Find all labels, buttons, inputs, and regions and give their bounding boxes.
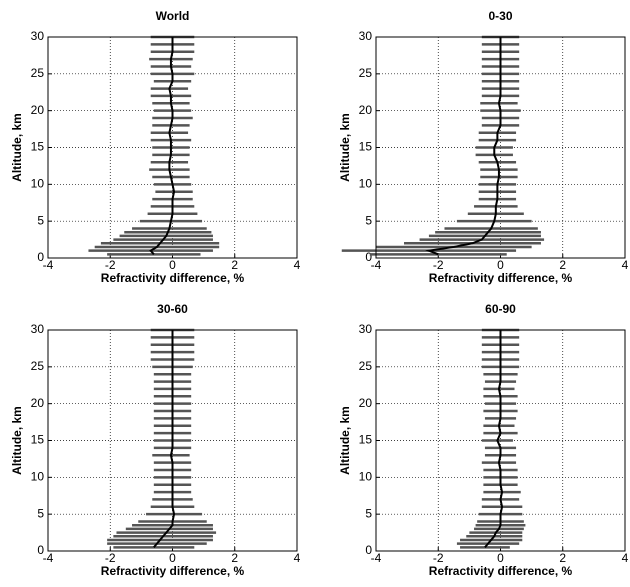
y-tick-label: 5 (37, 213, 44, 227)
x-axis-label: Refractivity difference, % (101, 271, 245, 285)
x-tick-label: -2 (105, 551, 116, 565)
x-tick-label: 2 (231, 551, 238, 565)
y-axis-label: Altitude, km (10, 406, 24, 475)
y-tick-label: 15 (31, 433, 45, 447)
x-tick-label: 2 (231, 258, 238, 272)
plot-frame (375, 36, 626, 259)
plot-frame (375, 329, 626, 552)
y-tick-label: 20 (31, 396, 45, 410)
y-tick-label: 10 (359, 470, 373, 484)
x-tick-label: 0 (497, 551, 504, 565)
y-tick-label: 25 (359, 359, 373, 373)
y-tick-label: 25 (31, 66, 45, 80)
y-axis-label: Altitude, km (338, 406, 352, 475)
x-tick-label: 4 (294, 258, 301, 272)
y-tick-label: 15 (359, 140, 373, 154)
plot-frame (47, 329, 298, 552)
y-tick-label: 10 (31, 177, 45, 191)
x-tick-label: -4 (371, 258, 382, 272)
mean-line (484, 330, 504, 548)
y-tick-label: 25 (359, 66, 373, 80)
x-tick-label: 2 (559, 551, 566, 565)
y-tick-label: 10 (31, 470, 45, 484)
x-tick-label: -4 (371, 551, 382, 565)
x-tick-label: 4 (622, 551, 629, 565)
x-tick-label: -4 (43, 551, 54, 565)
x-tick-label: 2 (559, 258, 566, 272)
mean-line (153, 330, 176, 548)
mean-line (149, 37, 176, 255)
y-tick-label: 20 (359, 396, 373, 410)
chart-title: 0-30 (488, 9, 512, 23)
y-axis-label: Altitude, km (338, 113, 352, 182)
y-tick-label: 0 (37, 543, 44, 557)
x-tick-label: -2 (433, 258, 444, 272)
chart-title: 30-60 (157, 302, 188, 316)
y-tick-label: 30 (359, 322, 373, 336)
y-tick-label: 30 (31, 29, 45, 43)
chart-title: 60-90 (485, 302, 516, 316)
x-axis-label: Refractivity difference, % (101, 564, 245, 578)
y-tick-label: 15 (359, 433, 373, 447)
x-tick-label: -4 (43, 258, 54, 272)
y-tick-label: 25 (31, 359, 45, 373)
y-tick-label: 0 (365, 250, 372, 264)
x-tick-label: -2 (105, 258, 116, 272)
y-tick-label: 5 (365, 213, 372, 227)
chart-title: World (156, 9, 190, 23)
plot-frame (47, 36, 298, 259)
y-tick-label: 30 (31, 322, 45, 336)
mean-line (425, 37, 502, 256)
y-tick-label: 10 (359, 177, 373, 191)
y-tick-label: 5 (37, 506, 44, 520)
x-tick-label: 4 (294, 551, 301, 565)
y-tick-label: 15 (31, 140, 45, 154)
x-tick-label: 0 (497, 258, 504, 272)
y-tick-label: 0 (365, 543, 372, 557)
y-tick-label: 30 (359, 29, 373, 43)
y-tick-label: 0 (37, 250, 44, 264)
y-tick-label: 20 (359, 103, 373, 117)
y-tick-label: 5 (365, 506, 372, 520)
x-tick-label: 0 (169, 551, 176, 565)
x-tick-label: -2 (433, 551, 444, 565)
x-axis-label: Refractivity difference, % (429, 271, 573, 285)
x-axis-label: Refractivity difference, % (429, 564, 573, 578)
x-tick-label: 0 (169, 258, 176, 272)
y-axis-label: Altitude, km (10, 113, 24, 182)
y-tick-label: 20 (31, 103, 45, 117)
x-tick-label: 4 (622, 258, 629, 272)
